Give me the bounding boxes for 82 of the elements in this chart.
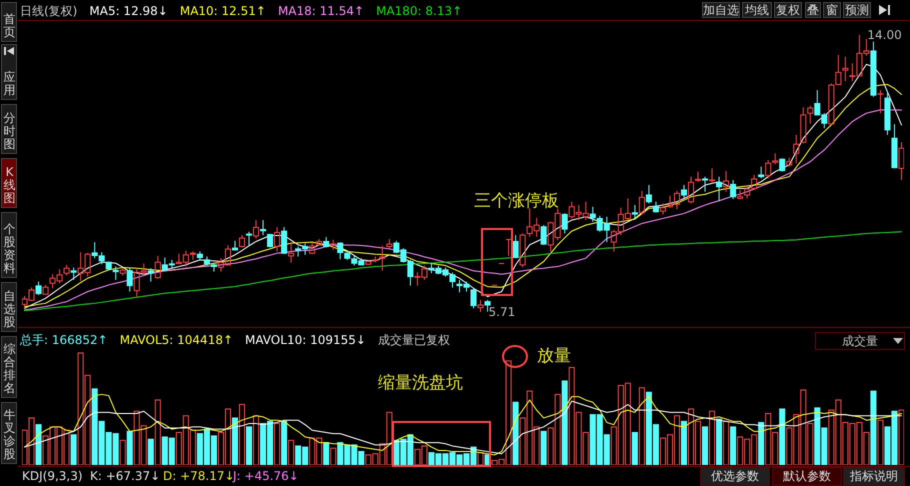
text: 均线 (742, 2, 772, 18)
text: 指标说明 (843, 467, 905, 486)
bar (119, 440, 126, 465)
candlestick (722, 170, 729, 192)
text: 复权 (774, 2, 802, 18)
text: MAVOL10: 109155↓ (245, 333, 366, 347)
side-tab: 自选股 (1, 282, 17, 332)
bar (758, 422, 764, 465)
bar (238, 404, 245, 465)
bar (708, 410, 715, 465)
side-tab: 分时图 (1, 104, 17, 154)
candlestick (792, 134, 799, 164)
candlestick (708, 168, 715, 184)
text: 加自选 (702, 2, 740, 18)
bar (540, 430, 546, 465)
bar (70, 434, 76, 465)
side-tab: 综合排名 (1, 336, 17, 398)
annotation: 放量 (537, 345, 571, 367)
bar (231, 417, 238, 465)
side-tab: 首页 (1, 2, 17, 42)
text: MA180: 8.13↑ (376, 4, 462, 18)
bar (870, 390, 876, 465)
side-tab: K线图 (1, 158, 17, 208)
bar (512, 402, 518, 465)
bar (246, 426, 252, 465)
candlestick (631, 204, 638, 219)
bar (126, 430, 132, 465)
text: 总手: 166852↑ (20, 333, 108, 347)
text: 窗 (823, 2, 841, 18)
bar (280, 420, 287, 465)
text: J: +45.76↓ (233, 469, 299, 483)
candlestick (70, 267, 76, 280)
bar (716, 418, 722, 465)
bar (638, 387, 644, 465)
candlestick (505, 238, 512, 256)
bar (35, 424, 42, 465)
bar (322, 442, 329, 465)
bar (147, 438, 154, 465)
bar (876, 420, 883, 465)
text: K: +67.37↓ (90, 469, 160, 483)
candlestick (898, 142, 904, 181)
candlestick (876, 90, 883, 114)
annotation: 5.71 (488, 305, 515, 319)
bar (898, 410, 904, 465)
text: 预测 (843, 2, 871, 18)
text: KDJ(9,3,3) (22, 469, 83, 483)
bar (252, 415, 259, 465)
bar (722, 420, 729, 465)
side-tab: 应用 (1, 44, 17, 100)
text: MA5: 12.98↓ (89, 4, 168, 18)
text: 叠 (805, 2, 821, 18)
bar (288, 440, 294, 465)
side-tab: 个股资料 (1, 212, 17, 278)
candlestick (274, 226, 280, 252)
candlestick (477, 299, 484, 312)
text: 成交量 (815, 332, 905, 350)
text: MAVOL5: 104418↑ (120, 333, 234, 347)
text: 优选参数 (700, 467, 770, 486)
annotation: 缩量洗盘坑 (378, 372, 463, 394)
bar (778, 408, 785, 465)
chart-title: 日线(复权) (20, 4, 78, 18)
bar (680, 420, 687, 465)
bar (561, 380, 568, 465)
annotation: 三个涨停板 (474, 190, 559, 212)
annotation: 14.00 (866, 28, 902, 42)
text: MA10: 12.51↑ (180, 4, 266, 18)
text: MA18: 11.54↑ (278, 4, 364, 18)
bar (330, 448, 336, 465)
bar (730, 426, 736, 465)
candlestick (716, 176, 722, 202)
candlestick (842, 56, 848, 82)
candlestick (764, 159, 771, 179)
text: 默认参数 (772, 467, 842, 486)
text: 成交量已复权 (378, 333, 450, 347)
bar (631, 432, 638, 465)
side-tab: 牛叉诊股 (1, 402, 17, 464)
candlestick (147, 268, 154, 282)
bar (274, 423, 280, 465)
bar (477, 452, 484, 465)
bar (154, 400, 160, 465)
candlestick (378, 245, 385, 272)
bar (702, 426, 708, 465)
